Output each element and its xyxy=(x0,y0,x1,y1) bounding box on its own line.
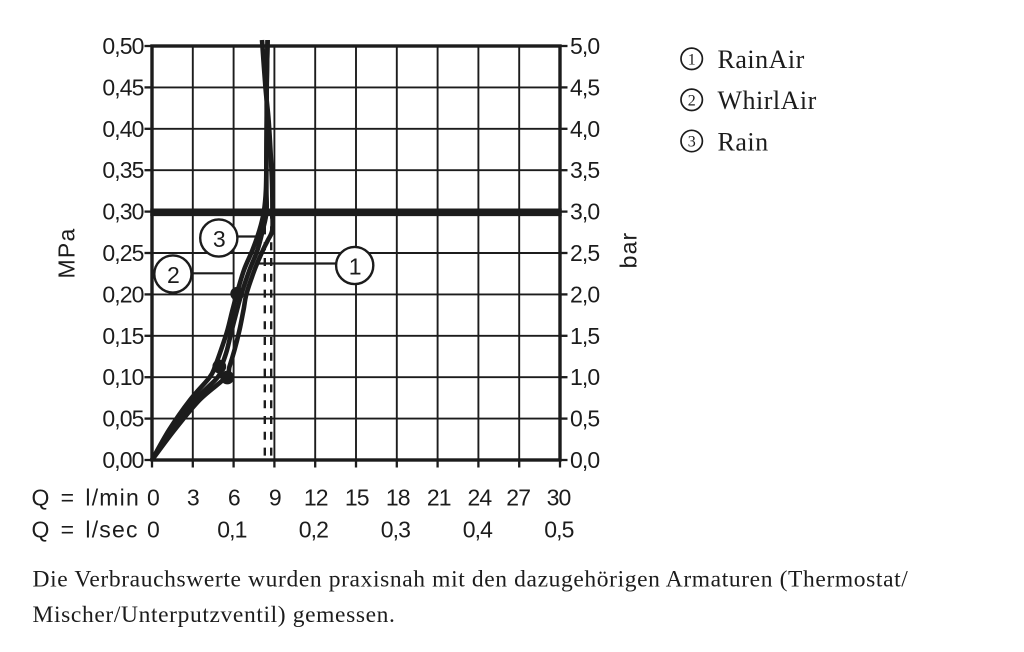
svg-text:0,30: 0,30 xyxy=(102,199,143,225)
svg-text:1,0: 1,0 xyxy=(570,364,599,390)
svg-text:0,3: 0,3 xyxy=(381,517,410,543)
svg-text:2: 2 xyxy=(167,262,179,288)
svg-text:RainAir: RainAir xyxy=(718,45,805,74)
svg-text:24: 24 xyxy=(468,485,493,511)
svg-text:2: 2 xyxy=(688,92,696,109)
svg-text:0,25: 0,25 xyxy=(102,240,143,266)
svg-text:0,10: 0,10 xyxy=(102,364,143,390)
svg-text:Q = l/sec: Q = l/sec xyxy=(32,517,139,543)
svg-text:Mischer/Unterputzventil) gemes: Mischer/Unterputzventil) gemessen. xyxy=(33,602,396,628)
svg-text:2,0: 2,0 xyxy=(570,281,599,307)
svg-text:0,05: 0,05 xyxy=(102,406,143,432)
svg-text:Rain: Rain xyxy=(718,127,769,156)
svg-text:1: 1 xyxy=(349,254,361,280)
svg-text:12: 12 xyxy=(304,485,328,511)
svg-text:0,00: 0,00 xyxy=(102,447,143,473)
svg-text:0,4: 0,4 xyxy=(463,517,493,543)
svg-text:3: 3 xyxy=(187,485,199,511)
svg-text:15: 15 xyxy=(345,485,369,511)
svg-text:27: 27 xyxy=(506,485,530,511)
svg-text:0,5: 0,5 xyxy=(544,517,573,543)
svg-text:0,2: 0,2 xyxy=(299,517,328,543)
svg-text:0,1: 0,1 xyxy=(217,517,246,543)
svg-text:0,15: 0,15 xyxy=(102,323,143,349)
svg-text:0,45: 0,45 xyxy=(102,74,143,100)
svg-text:Die Verbrauchswerte wurden pra: Die Verbrauchswerte wurden praxisnah mit… xyxy=(33,566,909,592)
svg-text:1,5: 1,5 xyxy=(570,323,599,349)
svg-text:0,5: 0,5 xyxy=(570,406,599,432)
svg-text:9: 9 xyxy=(269,485,281,511)
svg-text:3: 3 xyxy=(688,134,696,151)
svg-text:0,20: 0,20 xyxy=(102,281,143,307)
svg-text:3,0: 3,0 xyxy=(570,199,599,225)
svg-text:Q = l/min: Q = l/min xyxy=(32,485,140,511)
svg-text:21: 21 xyxy=(427,485,451,511)
svg-text:0,35: 0,35 xyxy=(102,157,143,183)
svg-text:1: 1 xyxy=(688,51,696,68)
svg-text:30: 30 xyxy=(547,485,571,511)
svg-text:4,0: 4,0 xyxy=(570,116,599,142)
svg-text:MPa: MPa xyxy=(54,228,80,279)
svg-text:0,0: 0,0 xyxy=(570,447,599,473)
svg-text:4,5: 4,5 xyxy=(570,74,599,100)
svg-text:2,5: 2,5 xyxy=(570,240,599,266)
svg-text:0,40: 0,40 xyxy=(102,116,143,142)
svg-text:18: 18 xyxy=(386,485,410,511)
svg-text:bar: bar xyxy=(616,232,642,269)
svg-text:WhirlAir: WhirlAir xyxy=(718,86,817,115)
svg-text:0: 0 xyxy=(147,517,159,543)
svg-text:3,5: 3,5 xyxy=(570,157,599,183)
svg-text:6: 6 xyxy=(228,485,240,511)
svg-text:0: 0 xyxy=(147,485,159,511)
svg-text:5,0: 5,0 xyxy=(570,33,599,59)
svg-text:0,50: 0,50 xyxy=(102,33,143,59)
svg-text:3: 3 xyxy=(213,226,225,252)
